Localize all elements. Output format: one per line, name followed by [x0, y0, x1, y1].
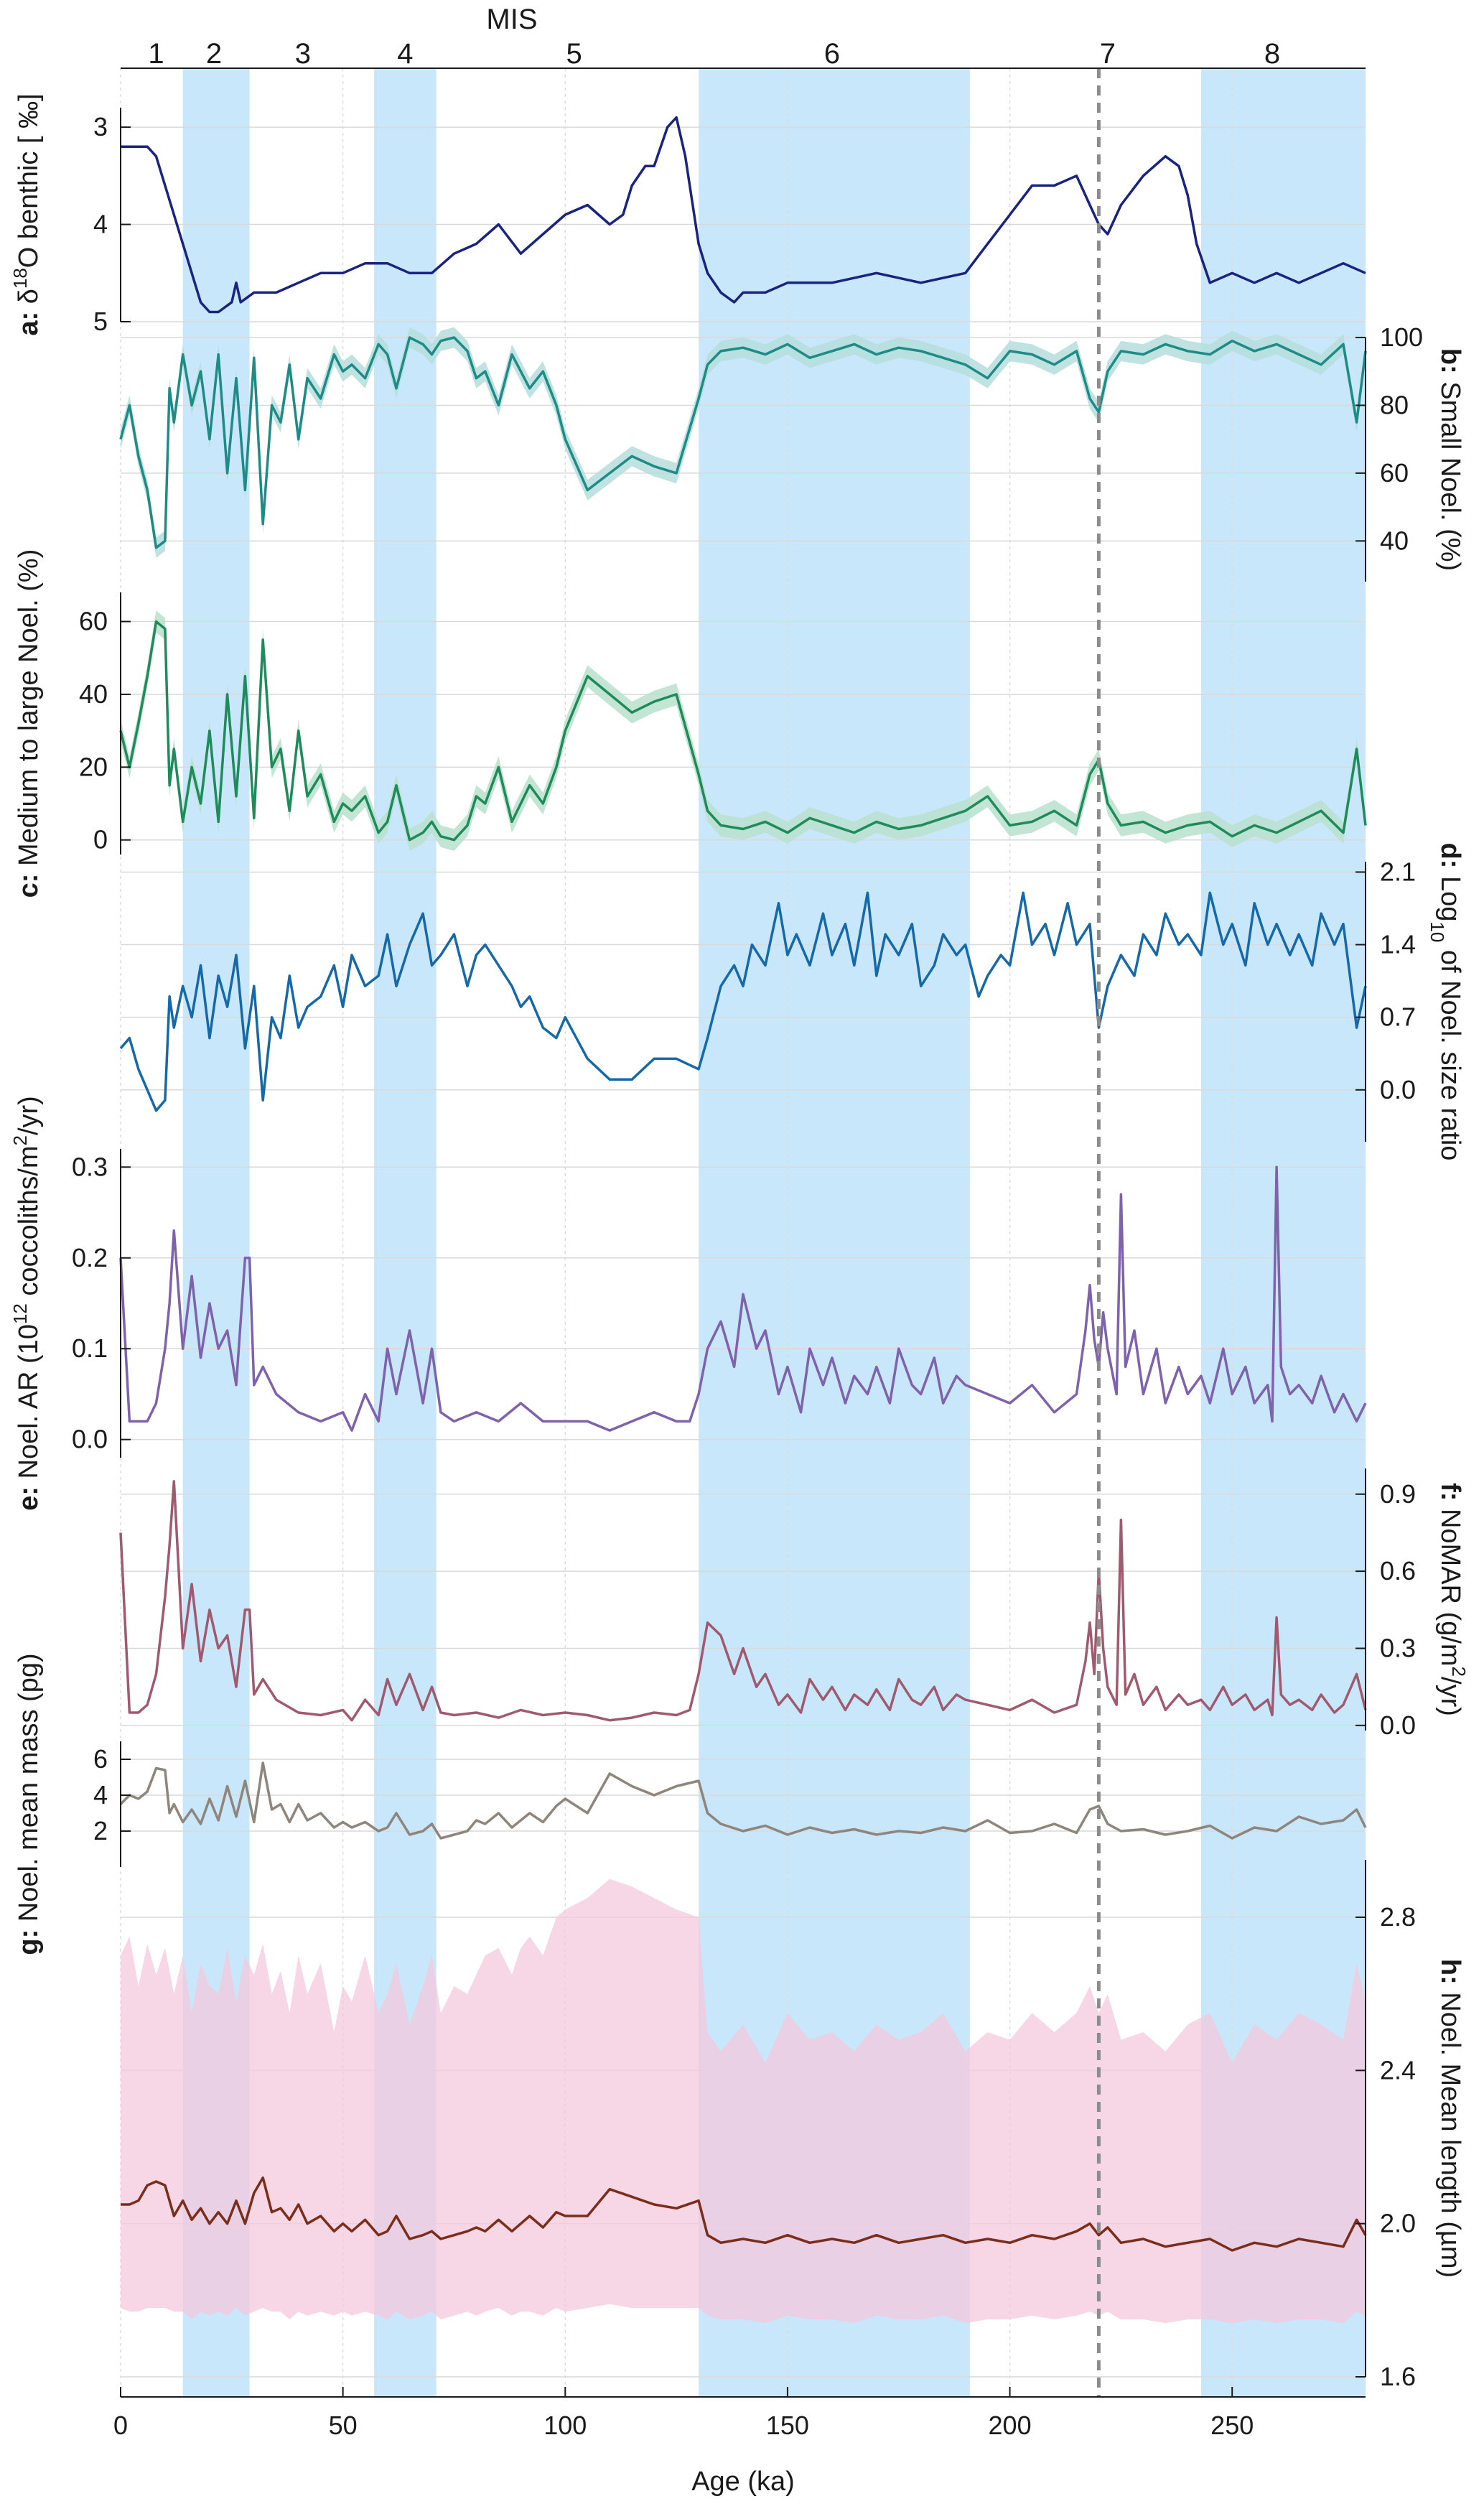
- y-tick-label-f-3: 0.9: [1380, 1479, 1416, 1509]
- y-tick-label-c-0: 0: [93, 825, 108, 855]
- y-tick-label-d-3: 2.1: [1380, 857, 1416, 886]
- x-tick-label-5: 250: [1210, 2411, 1254, 2440]
- y-axis-label-c: c: Medium to large Noel. (%): [14, 549, 44, 898]
- series-line-f: [119, 1480, 1367, 1722]
- y-tick-label-e-3: 0.3: [72, 1152, 108, 1181]
- y-tick-label-f-1: 0.3: [1380, 1633, 1416, 1662]
- x-tick-label-3: 150: [766, 2411, 809, 2440]
- series-line-g: [119, 1761, 1367, 1840]
- glacial-bands: [182, 68, 1366, 2397]
- y-axis-label-b: b: Small Noel. (%): [1435, 348, 1465, 571]
- uncertainty-bands: [121, 327, 1366, 2324]
- y-tick-label-d-2: 1.4: [1380, 930, 1416, 959]
- y-axis-label-h: h: Noel. Mean length (µm): [1435, 1959, 1465, 2278]
- mis-stage-label-0: 1: [148, 38, 164, 70]
- y-tick-label-f-2: 0.6: [1380, 1556, 1416, 1586]
- glacial-band-2: [699, 68, 970, 2397]
- y-tick-label-e-2: 0.2: [72, 1243, 108, 1272]
- y-axis-label-d: d: Log10 of Noel. size ratio: [1427, 843, 1465, 1161]
- mis-stage-label-4: 5: [566, 38, 582, 70]
- mis-stage-label-5: 6: [824, 38, 840, 70]
- y-tick-label-a-1: 4: [93, 210, 108, 239]
- mis-stage-label-1: 2: [206, 38, 222, 70]
- series-lines: [119, 116, 1367, 2252]
- x-tick-label-4: 200: [989, 2411, 1032, 2440]
- y-tick-label-a-2: 5: [93, 307, 108, 336]
- y-tick-label-c-1: 20: [79, 752, 108, 781]
- mis-stage-label-7: 8: [1264, 38, 1280, 70]
- y-tick-label-b-3: 100: [1380, 322, 1423, 352]
- y-tick-label-c-3: 60: [79, 607, 108, 636]
- y-axis-label-f: f: NoMAR (g/m2/yr): [1435, 1483, 1470, 1716]
- mis-stage-label-6: 7: [1100, 38, 1116, 70]
- y-tick-label-c-2: 40: [79, 679, 108, 709]
- y-tick-label-h-3: 2.8: [1380, 1902, 1416, 1932]
- y-tick-label-e-0: 0.0: [72, 1425, 108, 1454]
- y-axis-label-e: e: Noel. AR (1012 coccoliths/m2/yr): [9, 1096, 44, 1511]
- mis-stage-label-2: 3: [295, 38, 311, 70]
- axes: 34540608010002040600.00.71.42.10.00.10.2…: [72, 67, 1423, 2440]
- y-tick-label-a-0: 3: [93, 112, 108, 141]
- y-tick-label-g-1: 4: [93, 1780, 108, 1810]
- mis-stage-label-3: 4: [397, 38, 413, 70]
- series-line-e: [119, 1165, 1367, 1432]
- y-tick-label-d-0: 0.0: [1380, 1075, 1416, 1104]
- x-tick-label-0: 0: [113, 2411, 128, 2440]
- y-tick-label-g-0: 2: [93, 1816, 108, 1845]
- series-line-d: [119, 891, 1367, 1112]
- series-line-a: [121, 116, 1366, 314]
- x-tick-label-2: 100: [543, 2411, 587, 2440]
- y-tick-label-b-1: 60: [1380, 458, 1409, 488]
- y-tick-label-e-1: 0.1: [72, 1333, 108, 1363]
- series-line-b: [119, 336, 1367, 549]
- y-tick-label-b-2: 80: [1380, 390, 1409, 419]
- series-band-c: [121, 610, 1366, 851]
- y-tick-label-h-1: 2.0: [1380, 2209, 1416, 2238]
- y-tick-label-h-0: 1.6: [1380, 2362, 1416, 2391]
- mis-title: MIS: [486, 4, 537, 35]
- y-tick-label-b-0: 40: [1380, 526, 1409, 555]
- y-tick-label-f-0: 0.0: [1380, 1710, 1416, 1740]
- y-axis-label-g: g: Noel. mean mass (pg): [14, 1653, 44, 1955]
- y-axis-label-a: a: δ18O benthic [ ‰]: [9, 93, 44, 335]
- y-tick-label-d-1: 0.7: [1380, 1002, 1416, 1032]
- x-axis-label: Age (ka): [691, 2467, 795, 2497]
- series-band-h: [121, 1878, 1366, 2324]
- y-tick-label-h-2: 2.4: [1380, 2055, 1416, 2085]
- x-tick-label-1: 50: [329, 2411, 358, 2440]
- axis-labels: a: δ18O benthic [ ‰] b: Small Noel. (%) c:…: [9, 4, 1470, 2497]
- glacial-band-3: [1200, 68, 1366, 2397]
- series-band-b: [121, 327, 1366, 558]
- series-line-h: [121, 2176, 1367, 2252]
- y-tick-label-g-2: 6: [93, 1744, 108, 1774]
